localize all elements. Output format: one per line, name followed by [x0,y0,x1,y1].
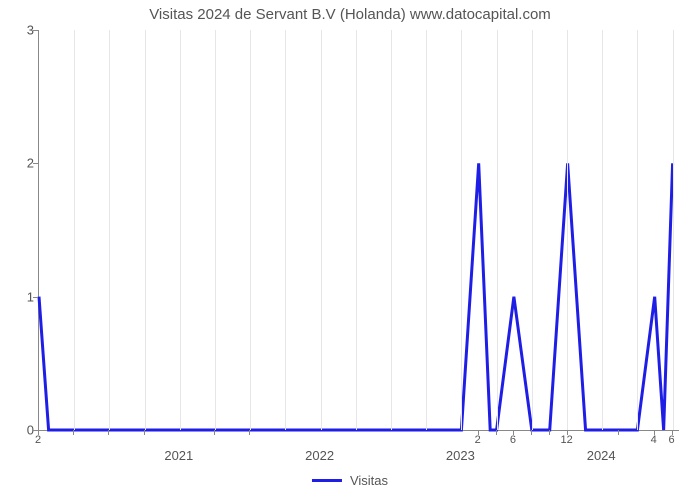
plot-area [38,30,679,431]
x-minor-label: 6 [669,434,675,446]
x-tick-mark [73,430,74,435]
x-tick-mark [214,430,215,435]
y-tick-mark [33,163,38,164]
line-series [39,30,679,430]
x-minor-label: 12 [561,434,573,446]
chart-title: Visitas 2024 de Servant B.V (Holanda) ww… [0,0,700,23]
gridline-v [602,30,603,430]
x-tick-mark [108,430,109,435]
x-major-label: 2022 [305,448,334,463]
gridline-v [215,30,216,430]
x-tick-mark [672,430,673,435]
gridline-v [391,30,392,430]
x-tick-mark [249,430,250,435]
gridline-v [285,30,286,430]
x-tick-mark [567,430,568,435]
gridline-v [637,30,638,430]
x-major-label: 2021 [164,448,193,463]
x-major-label: 2023 [446,448,475,463]
x-tick-mark [144,430,145,435]
gridline-v [321,30,322,430]
x-tick-mark [618,430,619,435]
x-minor-label: 2 [475,434,481,446]
gridline-v [250,30,251,430]
gridline-v [356,30,357,430]
gridline-v [109,30,110,430]
x-minor-label: 6 [510,434,516,446]
legend-swatch [312,479,342,482]
gridline-v [673,30,674,430]
x-tick-mark [513,430,514,435]
x-tick-mark [549,430,550,435]
gridline-v [461,30,462,430]
gridline-v [532,30,533,430]
x-tick-mark [531,430,532,435]
x-minor-label: 4 [651,434,657,446]
gridline-v [497,30,498,430]
gridline-v [426,30,427,430]
x-tick-mark [478,430,479,435]
chart-container: Visitas 2024 de Servant B.V (Holanda) ww… [0,0,700,500]
y-tick-mark [33,30,38,31]
gridline-v [74,30,75,430]
x-tick-mark [654,430,655,435]
legend: Visitas [312,473,388,488]
x-minor-label: 2 [35,434,41,446]
gridline-v [567,30,568,430]
x-major-label: 2024 [587,448,616,463]
y-tick-mark [33,297,38,298]
legend-label: Visitas [350,473,388,488]
gridline-v [145,30,146,430]
x-tick-mark [496,430,497,435]
x-tick-mark [38,430,39,435]
gridline-v [180,30,181,430]
